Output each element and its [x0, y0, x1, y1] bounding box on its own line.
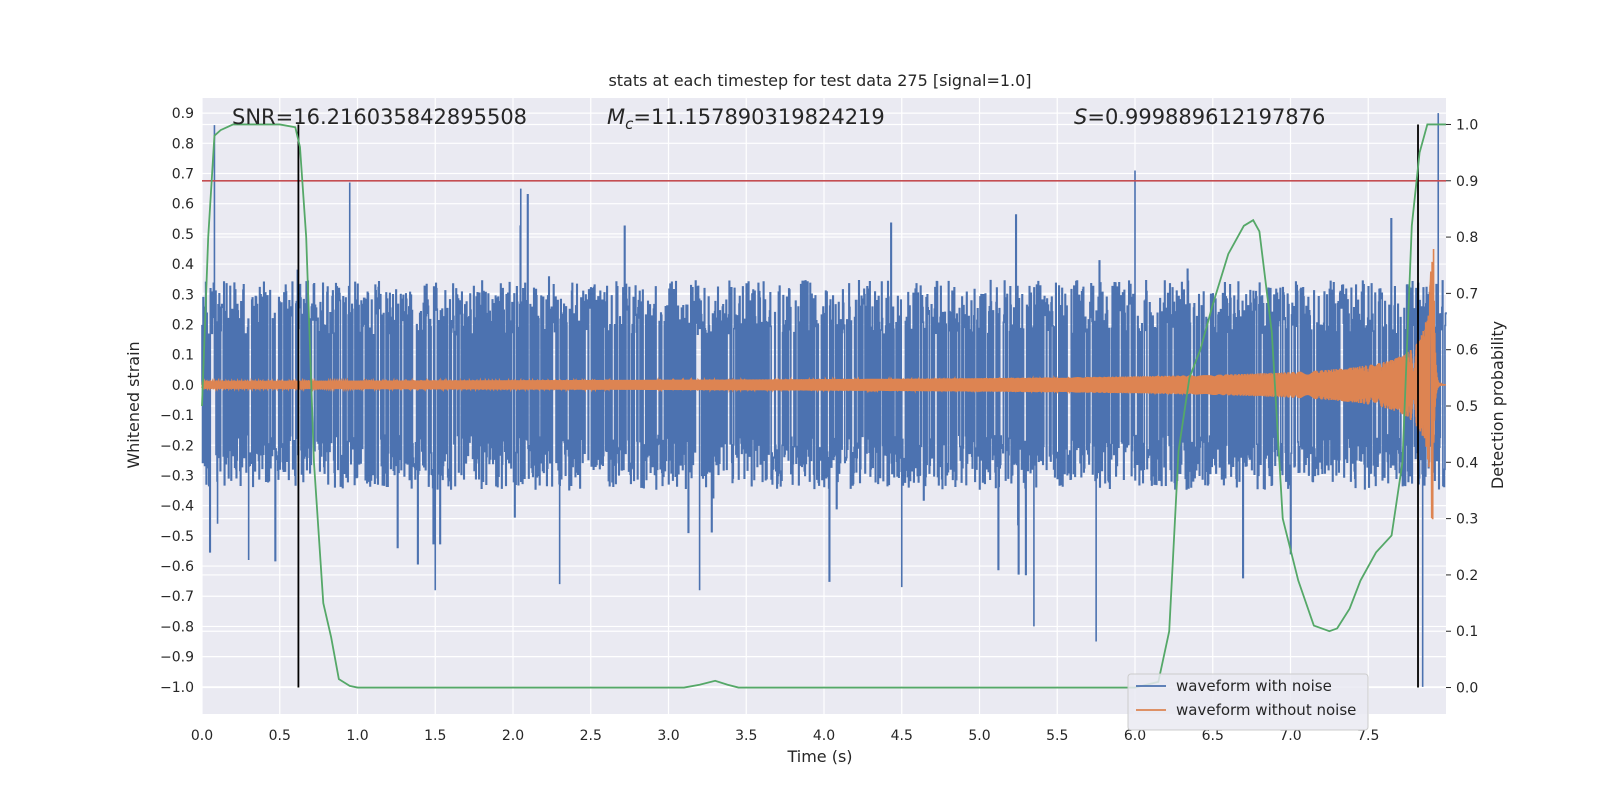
y2-tick-label: 0.3 [1456, 512, 1478, 528]
y-tick-label: 0.5 [172, 227, 194, 243]
y2-axis-label: Detection probability [1488, 321, 1507, 489]
s-annotation: S=0.999889612197876 [1074, 105, 1325, 129]
x-tick-label: 1.5 [424, 728, 446, 744]
x-tick-label: 5.5 [1046, 728, 1068, 744]
y-tick-label: 0.1 [172, 348, 194, 364]
y-tick-label: −0.1 [160, 408, 194, 424]
y2-tick-label: 0.5 [1456, 399, 1478, 415]
y-tick-label: −0.3 [160, 468, 194, 484]
y-tick-label: −0.6 [160, 559, 194, 575]
y2-tick-label: 0.0 [1456, 681, 1478, 697]
legend-label-noise: waveform with noise [1176, 677, 1332, 695]
mc-value: =11.157890319824219 [633, 105, 884, 129]
x-tick-label: 6.5 [1202, 728, 1224, 744]
legend: waveform with noise waveform without noi… [1127, 673, 1369, 731]
x-tick-label: 6.0 [1124, 728, 1146, 744]
x-tick-label: 2.5 [580, 728, 602, 744]
y2-tick-label: 0.8 [1456, 230, 1478, 246]
legend-box [1127, 673, 1369, 731]
y-tick-label: −0.9 [160, 650, 194, 666]
series-detection-probability [201, 123, 1446, 689]
x-tick-label: 0.0 [191, 728, 213, 744]
y-tick-label: 0.2 [172, 317, 194, 333]
y-tick-label: −0.2 [160, 438, 194, 454]
x-tick-label: 4.0 [813, 728, 835, 744]
y2-tick-label: 0.9 [1456, 174, 1478, 190]
x-tick-label: 3.0 [657, 728, 679, 744]
x-tick-label: 2.0 [502, 728, 524, 744]
x-tick-label: 7.0 [1279, 728, 1301, 744]
x-axis-label: Time (s) [786, 747, 852, 766]
legend-label-clean: waveform without noise [1176, 701, 1356, 719]
y-tick-label: −0.5 [160, 529, 194, 545]
y2-tick-label: 0.1 [1456, 624, 1478, 640]
y2-tick-label: 0.7 [1456, 286, 1478, 302]
x-tick-label: 4.5 [891, 728, 913, 744]
s-value: =0.999889612197876 [1087, 105, 1325, 129]
x-tick-label: 0.5 [269, 728, 291, 744]
series-waveform-without-noise [201, 248, 1447, 520]
x-tick-label: 3.5 [735, 728, 757, 744]
y-tick-label: −0.4 [160, 499, 194, 515]
y-tick-label: 0.4 [172, 257, 194, 273]
snr-annotation: SNR=16.216035842895508 [232, 105, 527, 129]
series-waveform-with-noise [201, 113, 1447, 687]
mc-symbol: M [607, 105, 625, 129]
mc-subscript: c [625, 115, 634, 133]
x-tick-label: 7.5 [1357, 728, 1379, 744]
y-axis-label: Whitened strain [124, 341, 143, 468]
y-tick-label: 0.0 [172, 378, 194, 394]
y-tick-label: 0.6 [172, 197, 194, 213]
y-tick-label: 0.9 [172, 106, 194, 122]
s-symbol: S [1074, 105, 1087, 129]
x-tick-label: 1.0 [346, 728, 368, 744]
y-tick-label: −0.7 [160, 589, 194, 605]
y-tick-label: −0.8 [160, 619, 194, 635]
y2-tick-label: 0.2 [1456, 568, 1478, 584]
y2-tick-label: 0.6 [1456, 343, 1478, 359]
y2-tick-label: 0.4 [1456, 455, 1478, 471]
mc-annotation: Mc=11.157890319824219 [607, 105, 885, 133]
y-tick-label: 0.7 [172, 166, 194, 182]
x-tick-label: 5.0 [968, 728, 990, 744]
y-tick-label: 0.8 [172, 136, 194, 152]
y-tick-label: 0.3 [172, 287, 194, 303]
y-tick-label: −1.0 [160, 680, 194, 696]
chart-title: stats at each timestep for test data 275… [608, 71, 1031, 90]
y2-tick-label: 1.0 [1456, 117, 1478, 133]
